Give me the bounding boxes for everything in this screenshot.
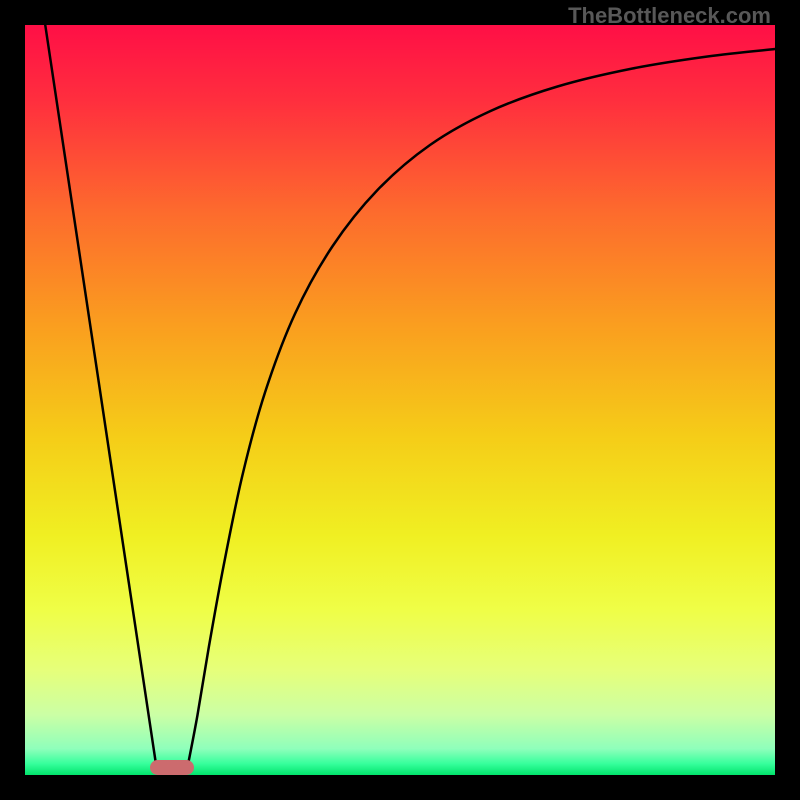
curve-left-branch	[45, 25, 156, 766]
curve-right-branch	[188, 49, 775, 766]
bottleneck-marker	[150, 760, 194, 776]
plot-area	[25, 25, 775, 775]
curves-layer	[25, 25, 775, 775]
bottleneck-chart: TheBottleneck.com	[0, 0, 800, 800]
watermark-text: TheBottleneck.com	[568, 3, 771, 29]
